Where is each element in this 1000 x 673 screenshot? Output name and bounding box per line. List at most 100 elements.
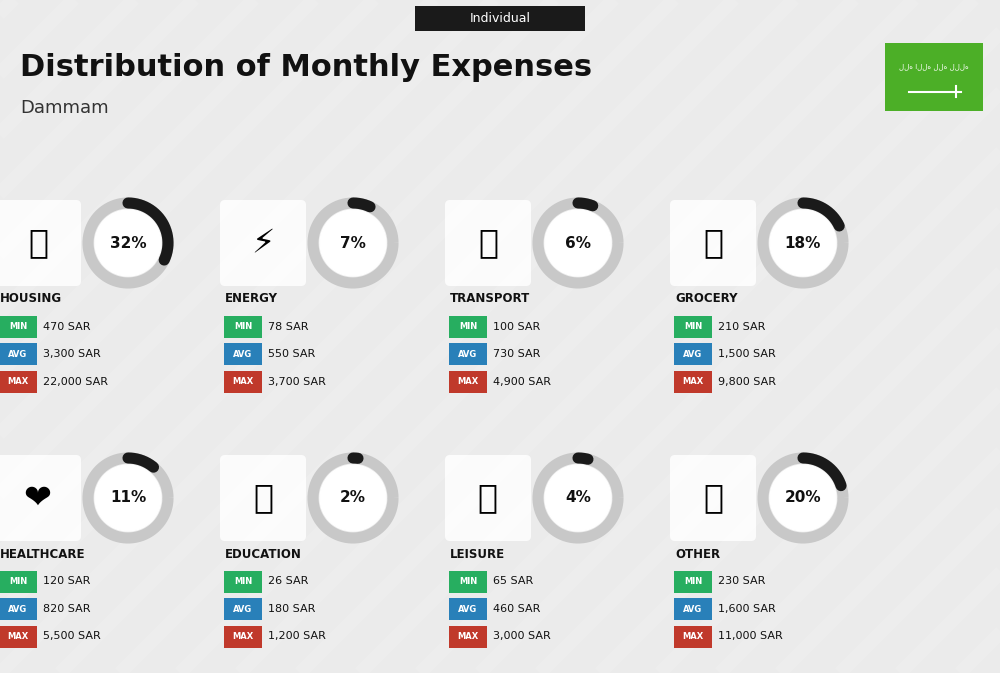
Text: 100 SAR: 100 SAR — [493, 322, 540, 332]
FancyBboxPatch shape — [0, 200, 81, 286]
Circle shape — [95, 210, 161, 276]
FancyBboxPatch shape — [415, 6, 585, 31]
Circle shape — [95, 465, 161, 531]
FancyBboxPatch shape — [674, 316, 712, 337]
Text: 🛍️: 🛍️ — [478, 481, 498, 514]
Text: 🏢: 🏢 — [28, 227, 48, 260]
FancyBboxPatch shape — [445, 200, 531, 286]
Text: 🛒: 🛒 — [703, 227, 723, 260]
FancyBboxPatch shape — [220, 200, 306, 286]
Text: 11,000 SAR: 11,000 SAR — [718, 631, 783, 641]
Text: 4%: 4% — [565, 491, 591, 505]
Text: 1,600 SAR: 1,600 SAR — [718, 604, 776, 614]
Text: AVG: AVG — [458, 604, 478, 614]
Text: 3,700 SAR: 3,700 SAR — [268, 376, 326, 386]
FancyBboxPatch shape — [0, 455, 81, 541]
Text: 730 SAR: 730 SAR — [493, 349, 540, 359]
Text: HEALTHCARE: HEALTHCARE — [0, 548, 86, 561]
Text: 3,000 SAR: 3,000 SAR — [493, 631, 551, 641]
FancyBboxPatch shape — [449, 598, 487, 620]
Text: MAX: MAX — [232, 377, 254, 386]
Text: 120 SAR: 120 SAR — [43, 577, 90, 586]
Circle shape — [320, 210, 386, 276]
FancyBboxPatch shape — [224, 571, 262, 592]
FancyBboxPatch shape — [449, 625, 487, 647]
FancyBboxPatch shape — [224, 625, 262, 647]
Text: MIN: MIN — [9, 322, 27, 331]
Text: 💰: 💰 — [703, 481, 723, 514]
FancyBboxPatch shape — [449, 571, 487, 592]
Text: MIN: MIN — [459, 577, 477, 586]
Text: MAX: MAX — [7, 377, 29, 386]
FancyBboxPatch shape — [445, 455, 531, 541]
Text: MAX: MAX — [457, 377, 479, 386]
Text: OTHER: OTHER — [675, 548, 720, 561]
Text: HOUSING: HOUSING — [0, 293, 62, 306]
FancyBboxPatch shape — [0, 316, 37, 337]
Text: LEISURE: LEISURE — [450, 548, 505, 561]
FancyBboxPatch shape — [224, 316, 262, 337]
Text: 7%: 7% — [340, 236, 366, 250]
FancyBboxPatch shape — [220, 455, 306, 541]
FancyBboxPatch shape — [674, 598, 712, 620]
Text: Distribution of Monthly Expenses: Distribution of Monthly Expenses — [20, 53, 592, 83]
Text: 230 SAR: 230 SAR — [718, 577, 765, 586]
FancyBboxPatch shape — [224, 343, 262, 365]
Circle shape — [320, 465, 386, 531]
Text: AVG: AVG — [8, 349, 28, 359]
Text: MAX: MAX — [682, 377, 704, 386]
Text: 18%: 18% — [785, 236, 821, 250]
Text: 22,000 SAR: 22,000 SAR — [43, 376, 108, 386]
Text: 9,800 SAR: 9,800 SAR — [718, 376, 776, 386]
Text: 1,200 SAR: 1,200 SAR — [268, 631, 326, 641]
Text: EDUCATION: EDUCATION — [225, 548, 302, 561]
FancyBboxPatch shape — [0, 625, 37, 647]
FancyBboxPatch shape — [224, 371, 262, 392]
Text: MIN: MIN — [234, 577, 252, 586]
FancyBboxPatch shape — [449, 343, 487, 365]
Circle shape — [770, 465, 836, 531]
FancyBboxPatch shape — [224, 598, 262, 620]
Text: ENERGY: ENERGY — [225, 293, 278, 306]
Text: ❤️: ❤️ — [24, 481, 52, 514]
FancyBboxPatch shape — [670, 200, 756, 286]
Text: ⚡: ⚡ — [251, 227, 275, 260]
FancyBboxPatch shape — [0, 371, 37, 392]
Text: MIN: MIN — [459, 322, 477, 331]
Text: MAX: MAX — [682, 632, 704, 641]
FancyBboxPatch shape — [674, 343, 712, 365]
Text: MIN: MIN — [9, 577, 27, 586]
FancyBboxPatch shape — [674, 371, 712, 392]
Text: 4,900 SAR: 4,900 SAR — [493, 376, 551, 386]
Text: MAX: MAX — [7, 632, 29, 641]
Text: 6%: 6% — [565, 236, 591, 250]
Text: 78 SAR: 78 SAR — [268, 322, 308, 332]
Text: 🚌: 🚌 — [478, 227, 498, 260]
FancyBboxPatch shape — [0, 343, 37, 365]
Circle shape — [770, 210, 836, 276]
FancyBboxPatch shape — [0, 598, 37, 620]
Text: لله الله لله للله: لله الله لله للله — [899, 63, 969, 70]
Text: AVG: AVG — [683, 349, 703, 359]
Text: AVG: AVG — [233, 349, 253, 359]
Text: 32%: 32% — [110, 236, 146, 250]
Text: TRANSPORT: TRANSPORT — [450, 293, 530, 306]
FancyBboxPatch shape — [449, 316, 487, 337]
Text: 470 SAR: 470 SAR — [43, 322, 90, 332]
FancyBboxPatch shape — [674, 625, 712, 647]
Text: MIN: MIN — [684, 322, 702, 331]
Text: 11%: 11% — [110, 491, 146, 505]
Text: MAX: MAX — [232, 632, 254, 641]
FancyBboxPatch shape — [885, 43, 983, 111]
Text: 🎓: 🎓 — [253, 481, 273, 514]
Text: 460 SAR: 460 SAR — [493, 604, 540, 614]
Text: GROCERY: GROCERY — [675, 293, 737, 306]
Text: 5,500 SAR: 5,500 SAR — [43, 631, 101, 641]
Text: 3,300 SAR: 3,300 SAR — [43, 349, 101, 359]
Text: 550 SAR: 550 SAR — [268, 349, 315, 359]
FancyBboxPatch shape — [449, 371, 487, 392]
Text: AVG: AVG — [8, 604, 28, 614]
Circle shape — [545, 210, 611, 276]
Text: 180 SAR: 180 SAR — [268, 604, 315, 614]
Text: 2%: 2% — [340, 491, 366, 505]
